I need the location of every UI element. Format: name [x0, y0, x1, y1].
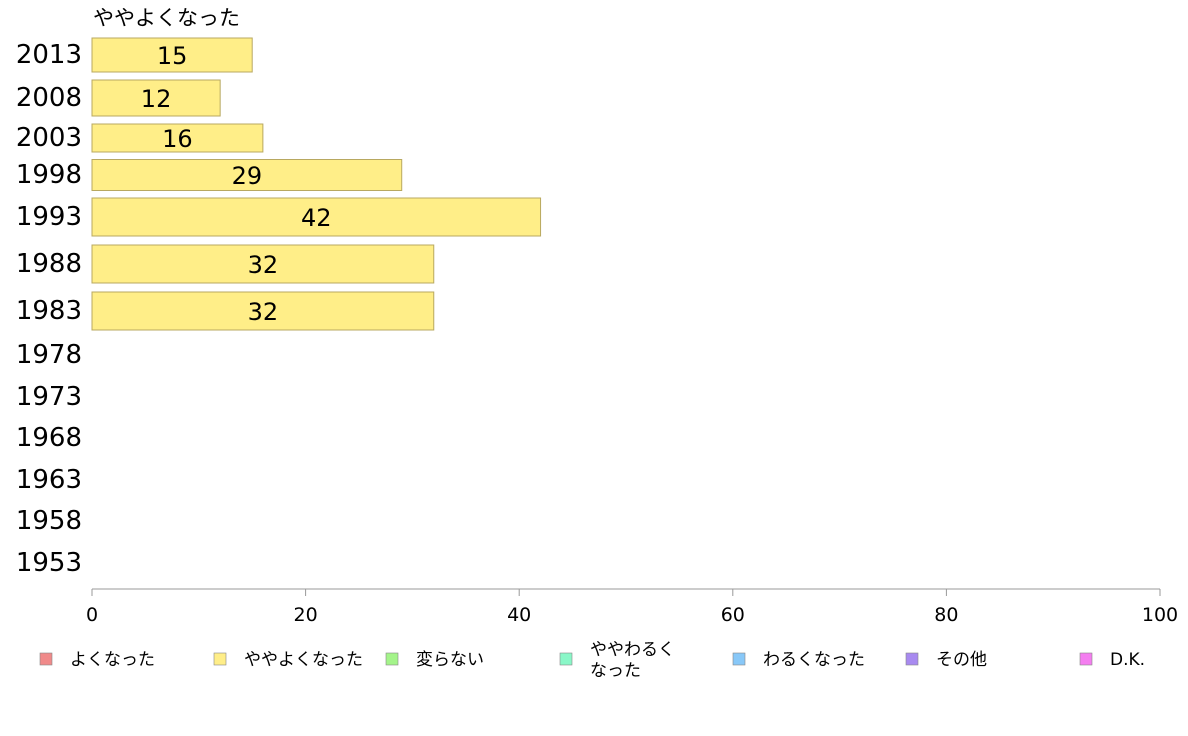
- category-label: 1973: [16, 382, 82, 412]
- bar: [91, 159, 403, 191]
- legend-label: ややよくなった: [244, 650, 363, 670]
- bar: [91, 123, 264, 153]
- x-tick-label: 40: [507, 604, 531, 626]
- legend-swatch: [1079, 652, 1093, 666]
- data-label: 32: [248, 251, 279, 279]
- category-label: 1963: [16, 465, 82, 495]
- series-title: ややよくなった: [93, 6, 240, 30]
- bar: [91, 291, 435, 331]
- data-label: 12: [141, 85, 172, 113]
- x-tick-label: 20: [294, 604, 318, 626]
- legend-item: わるくなった: [732, 650, 865, 670]
- bar: [91, 244, 435, 284]
- x-tick-label: 60: [721, 604, 745, 626]
- legend-item: よくなった: [39, 650, 155, 670]
- category-label: 1978: [16, 340, 82, 370]
- x-tick-label: 100: [1142, 604, 1178, 626]
- category-label: 1953: [16, 548, 82, 578]
- category-label: 1988: [16, 249, 82, 279]
- legend-label: わるくなった: [763, 650, 865, 670]
- data-label: 16: [162, 125, 193, 153]
- bar: [91, 79, 221, 117]
- legend-swatch: [732, 652, 746, 666]
- legend-label: 変らない: [416, 650, 484, 670]
- legend-label: その他: [936, 650, 987, 670]
- data-label: 15: [157, 42, 188, 70]
- legend-item: その他: [905, 650, 987, 670]
- legend-label: ややわるくなった: [590, 640, 675, 681]
- bar: [91, 37, 253, 73]
- data-label: 32: [248, 298, 279, 326]
- legend-item: ややわるくなった: [559, 640, 675, 681]
- category-label: 2008: [16, 83, 82, 113]
- legend-swatch: [39, 652, 53, 666]
- legend-item: 変らない: [385, 650, 484, 670]
- bar: [91, 197, 542, 237]
- legend-swatch: [385, 652, 399, 666]
- legend-item: D.K.: [1079, 650, 1145, 670]
- legend-swatch: [905, 652, 919, 666]
- x-tick-label: 0: [86, 604, 98, 626]
- legend-label: D.K.: [1110, 650, 1145, 670]
- legend-item: ややよくなった: [213, 650, 363, 670]
- legend-swatch: [213, 652, 227, 666]
- category-label: 2003: [16, 123, 82, 153]
- data-label: 29: [232, 162, 263, 190]
- category-label: 1993: [16, 202, 82, 232]
- category-label: 1983: [16, 296, 82, 326]
- legend-swatch: [559, 652, 573, 666]
- category-label: 1968: [16, 423, 82, 453]
- category-labels: 2013 2008 2003 1998 1993 1988 1983 1978 1973 1968…: [16, 40, 82, 578]
- category-label: 2013: [16, 40, 82, 70]
- x-tick-label: 80: [934, 604, 958, 626]
- legend-label: よくなった: [70, 650, 155, 670]
- x-axis: 0 20 40 60 80 100: [86, 588, 1178, 626]
- legend: よくなった ややよくなった 変らない ややわるくなった わるくなった その他 D.K.: [39, 640, 1145, 681]
- category-label: 1998: [16, 160, 82, 190]
- data-label: 42: [301, 204, 332, 232]
- bars: 15 12 16 29 42 32 32: [91, 37, 542, 331]
- category-label: 1958: [16, 506, 82, 536]
